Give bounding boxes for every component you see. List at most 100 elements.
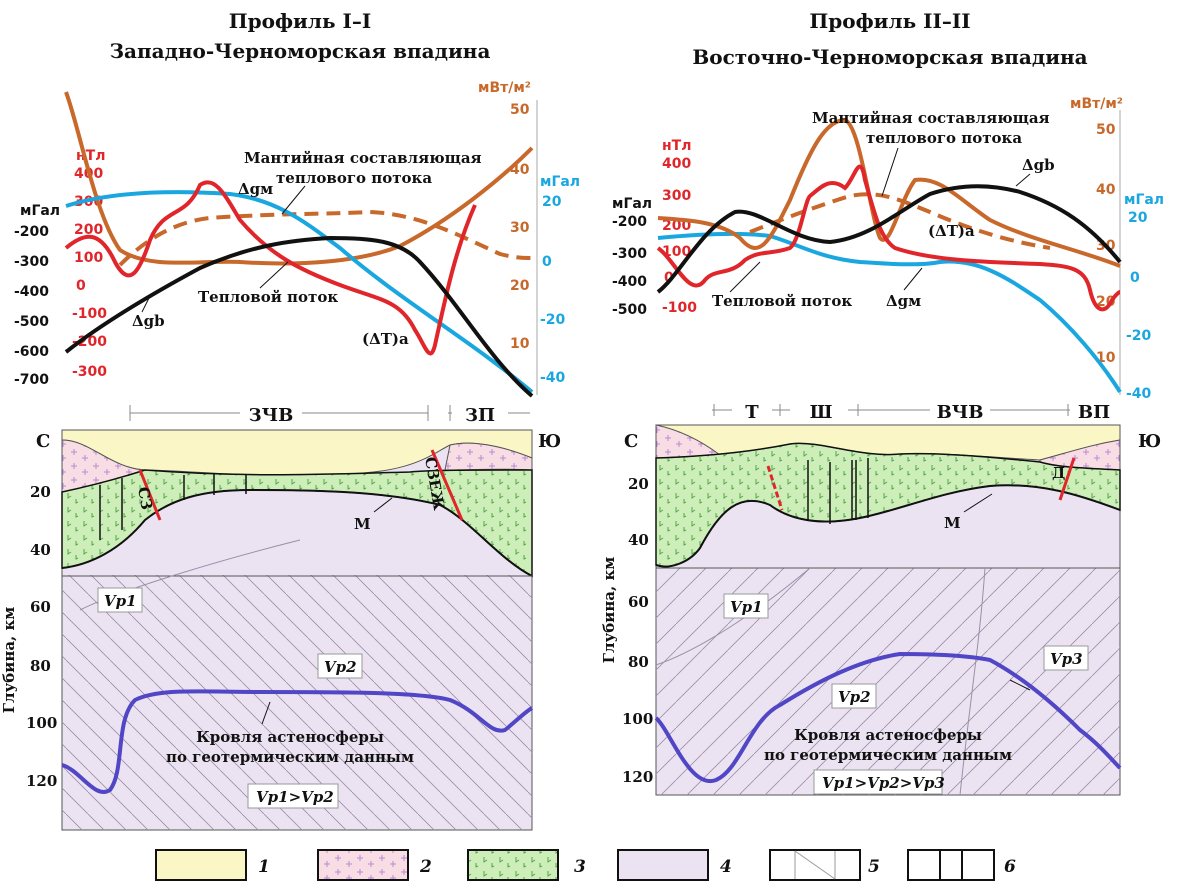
svg-text:-40: -40 <box>540 370 566 386</box>
svg-text:-500: -500 <box>612 302 647 318</box>
legend-swatch-1 <box>155 849 247 881</box>
p1-nt-ticks: 400 300 200 100 0 -100 -200 -300 <box>72 166 107 380</box>
p1-nt-label: нТл <box>76 148 105 164</box>
p1-astheno-label1: Кровля астеносферы <box>196 728 384 746</box>
p1-south: Ю <box>538 431 561 452</box>
p2-top-basalt-line <box>655 442 1121 471</box>
p1-mgal-right-ticks: 20 0 -20 -40 <box>540 194 566 386</box>
svg-text:100: 100 <box>26 714 57 732</box>
legend-swatch-6 <box>907 849 995 881</box>
legend-swatch-3 <box>467 849 559 881</box>
p1-moho-label: М <box>354 515 371 533</box>
svg-text:0: 0 <box>76 278 86 294</box>
p2-gravity-mantle-curve <box>657 231 1122 394</box>
svg-text:-200: -200 <box>14 224 49 240</box>
p2-fault-right <box>1058 457 1076 501</box>
p2-vp1-box <box>723 593 769 619</box>
p2-dgm-label: Δgм <box>886 292 921 310</box>
p2-mantle-heat-curve <box>749 192 1051 250</box>
svg-text:40: 40 <box>628 531 649 549</box>
p2-dgb-pointer <box>1015 173 1031 187</box>
p2-nt-label: нТл <box>662 138 691 154</box>
p1-dt-label: (ΔT)a <box>362 330 409 348</box>
p2-astheno-label2: по геотермическим данным <box>764 746 1012 764</box>
p2-vp2: Vp2 <box>838 688 871 706</box>
p1-astheno-label2: по геотермическим данным <box>166 748 414 766</box>
svg-text:80: 80 <box>30 657 51 675</box>
p1-dgm-label: Δgм <box>238 180 273 198</box>
svg-text:0: 0 <box>1130 270 1140 286</box>
p1-mantle-label2: теплового потока <box>276 169 432 187</box>
p2-dgm-pointer <box>903 267 923 291</box>
svg-text:10: 10 <box>510 336 530 352</box>
p1-mantle-heat-curve <box>118 209 533 267</box>
legend-label-4: 4 <box>720 857 732 877</box>
p2-zone-vp: ВП <box>1078 402 1110 423</box>
profile2-subtitle: Восточно-Черноморская впадина <box>692 45 1087 69</box>
p2-heat-label: Тепловой поток <box>712 292 852 310</box>
svg-text:50: 50 <box>510 102 530 118</box>
svg-text:-20: -20 <box>1126 328 1152 344</box>
svg-text:400: 400 <box>662 156 691 172</box>
svg-text:120: 120 <box>26 772 57 790</box>
p1-zone-zchv: ЗЧВ <box>249 405 294 426</box>
p1-heat-pointer <box>259 261 289 289</box>
p2-south: Ю <box>1138 431 1161 452</box>
p2-zone-t: Т <box>745 402 759 423</box>
svg-text:100: 100 <box>622 710 653 728</box>
p1-fault-right <box>430 449 464 521</box>
p1-depth-label: Глубина, км <box>0 607 18 714</box>
svg-text:60: 60 <box>628 593 649 611</box>
p1-mgal-left-label: мГал <box>20 203 60 219</box>
p2-moho-label: М <box>944 514 961 532</box>
svg-text:-200: -200 <box>72 334 107 350</box>
svg-text:-300: -300 <box>612 246 647 262</box>
p2-mgal-right-label: мГал <box>1124 192 1164 208</box>
p2-heat-pointer <box>729 261 761 293</box>
legend-label-2: 2 <box>419 857 432 877</box>
p2-vp1: Vp1 <box>730 598 763 616</box>
svg-text:80: 80 <box>628 653 649 671</box>
p1-dgb-pointer <box>141 295 151 313</box>
svg-text:-100: -100 <box>72 306 107 322</box>
legend-label-1: 1 <box>258 857 270 877</box>
p1-vp1: Vp1 <box>104 592 137 610</box>
p1-astheno-pointer <box>261 701 271 725</box>
p1-cross-section <box>61 429 534 831</box>
p2-mgal-right-ticks: 20 0 -20 -40 <box>1126 210 1152 402</box>
p2-mantle-label2: теплового потока <box>866 129 1022 147</box>
legend-swatch-5 <box>769 849 861 881</box>
legend-swatch-2 <box>317 849 409 881</box>
p1-heat-label: Тепловой поток <box>198 288 338 306</box>
p2-moho-pointer <box>963 493 993 513</box>
p2-zone-sh: Ш <box>810 402 833 423</box>
p2-vprel: Vp1>Vp2>Vp3 <box>822 774 945 792</box>
p2-mantle-label: Мантийная составляющая <box>812 109 1050 127</box>
svg-text:-400: -400 <box>14 284 49 300</box>
p2-fault1: Д <box>1052 464 1065 482</box>
p2-vp3-box <box>1043 645 1089 671</box>
svg-text:20: 20 <box>542 194 562 210</box>
p1-vp2: Vp2 <box>324 658 357 676</box>
p1-mgal-left-ticks: -200 -300 -400 -500 -600 -700 <box>14 224 49 388</box>
svg-text:-300: -300 <box>72 364 107 380</box>
p1-depth-ticks: 20 40 60 80 100 120 <box>26 483 57 790</box>
profile1-subtitle: Западно-Черноморская впадина <box>110 39 491 63</box>
p2-astheno-pointer <box>1009 679 1031 691</box>
p1-moho-pointer <box>373 497 393 513</box>
p2-asthenosphere-line <box>654 651 1122 784</box>
p2-magnetic-curve <box>656 164 1121 312</box>
p1-mantle-pointer <box>281 185 306 215</box>
profile2: Профиль II–II Восточно-Черноморская впад… <box>600 9 1164 796</box>
svg-text:20: 20 <box>510 278 530 294</box>
p2-dt-label: (ΔT)a <box>928 222 975 240</box>
profile1: Профиль I–I Западно-Черноморская впадина… <box>0 9 580 831</box>
svg-text:20: 20 <box>1128 210 1148 226</box>
p2-blocks <box>807 458 869 524</box>
legend-label-3: 3 <box>574 857 586 877</box>
p2-nt-ticks: 400 300 200 100 0 -100 <box>662 156 697 316</box>
p1-north: С <box>36 431 50 452</box>
p1-mw-ticks: 50 40 30 20 10 <box>510 102 530 352</box>
svg-text:-600: -600 <box>14 344 49 360</box>
p1-blocks <box>99 474 247 540</box>
